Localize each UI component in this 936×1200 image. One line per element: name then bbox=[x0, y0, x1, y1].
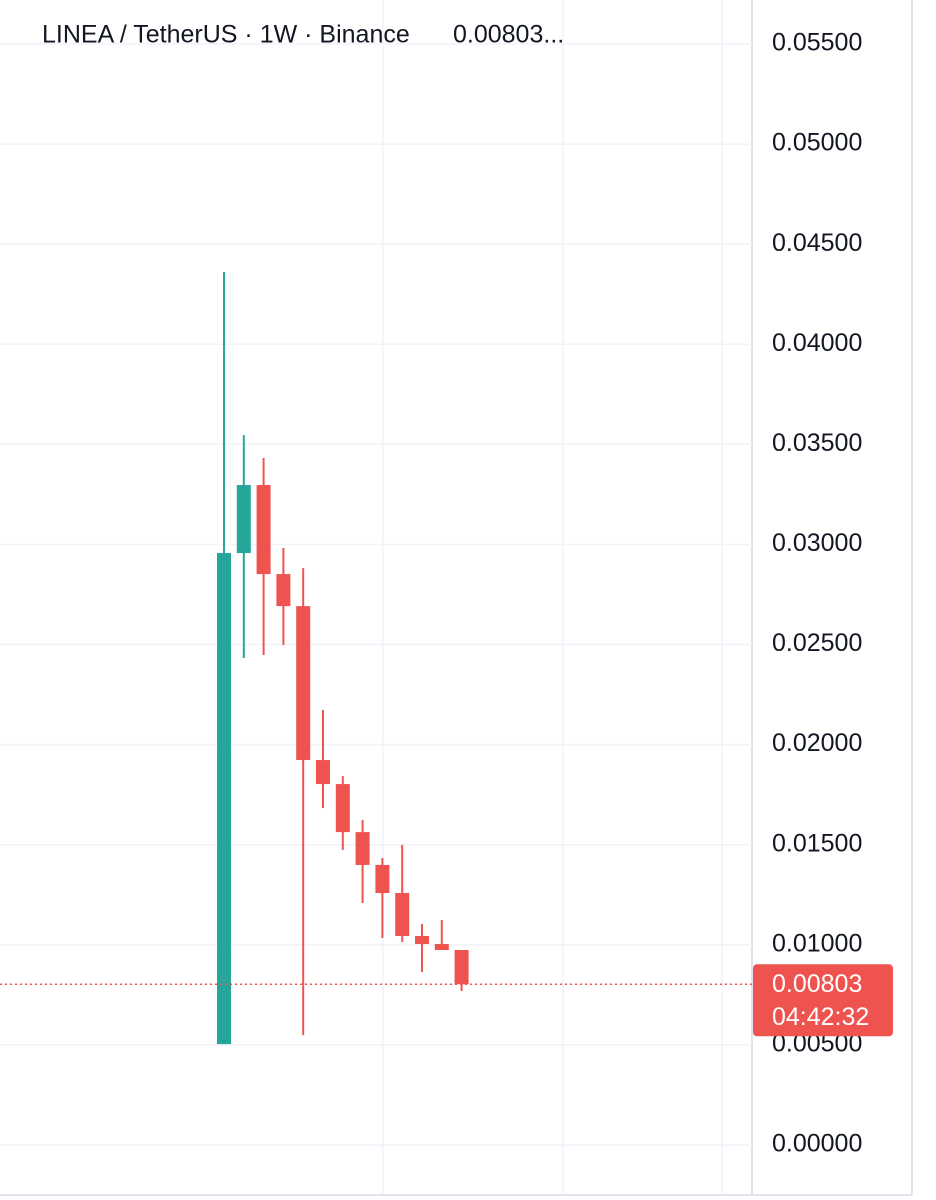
y-tick-label: 0.01500 bbox=[772, 829, 862, 857]
y-tick-label: 0.02500 bbox=[772, 629, 862, 657]
candle-body bbox=[256, 485, 271, 575]
y-tick-label: 0.05000 bbox=[772, 129, 862, 157]
countdown-label: 04:42:32 bbox=[772, 1003, 869, 1031]
y-tick-label: 0.00000 bbox=[772, 1130, 862, 1158]
candle-body bbox=[415, 936, 429, 945]
y-tick-label: 0.05500 bbox=[772, 29, 862, 57]
candle-body bbox=[335, 784, 350, 833]
candle-body bbox=[236, 485, 251, 554]
candle-body bbox=[217, 553, 231, 1045]
candle-body bbox=[454, 950, 469, 985]
y-tick-label: 0.01000 bbox=[772, 929, 862, 957]
y-tick-label: 0.02000 bbox=[772, 729, 862, 757]
grid bbox=[0, 43, 752, 1146]
title-price: 0.00803... bbox=[453, 21, 564, 49]
candle-body bbox=[316, 760, 330, 785]
candle-body bbox=[395, 892, 410, 937]
candle-body bbox=[375, 864, 390, 893]
y-tick-label: 0.03500 bbox=[772, 429, 862, 457]
candle-body bbox=[276, 574, 291, 607]
y-tick-label: 0.03000 bbox=[772, 529, 862, 557]
candle-body bbox=[434, 944, 449, 951]
last-price-tag bbox=[753, 964, 893, 1037]
candle-body bbox=[355, 832, 370, 865]
y-tick-label: 0.04500 bbox=[772, 229, 862, 257]
candles bbox=[217, 272, 469, 1045]
chart-title: LINEA / TetherUS · 1W · Binance bbox=[42, 21, 410, 49]
candle-body bbox=[296, 606, 311, 761]
last-price-label: 0.00803 bbox=[772, 970, 862, 998]
y-tick-label: 0.04000 bbox=[772, 329, 862, 357]
